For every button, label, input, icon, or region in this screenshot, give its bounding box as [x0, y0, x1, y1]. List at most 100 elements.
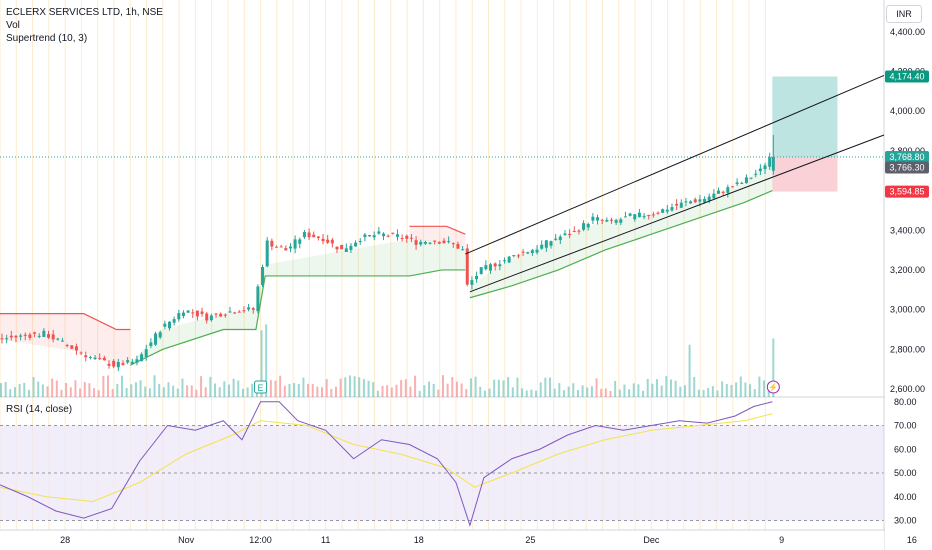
volume-bar	[693, 376, 696, 397]
volume-bar	[614, 381, 617, 397]
candle-body	[572, 230, 576, 232]
volume-bar	[507, 377, 510, 397]
supertrend-line-down	[409, 225, 466, 235]
price-tag-stop	[885, 185, 929, 198]
volume-bar	[237, 380, 240, 397]
price-tag-label: 3,594.85	[889, 187, 924, 197]
candle-body	[228, 311, 232, 313]
candle-body	[219, 313, 223, 317]
volume-bar	[246, 387, 249, 397]
volume-bar	[227, 384, 230, 397]
volume-bar	[13, 387, 16, 397]
volume-bar	[344, 377, 347, 397]
candle-body	[554, 238, 558, 240]
volume-bar	[386, 385, 389, 397]
time-tick-label: 16	[907, 535, 917, 545]
trend-channel-upper	[465, 74, 885, 255]
candle-body	[74, 346, 78, 351]
candle-body	[717, 190, 721, 194]
candle-body	[693, 199, 697, 203]
volume-bar	[656, 379, 659, 397]
candle-body	[707, 196, 711, 201]
candle-body	[665, 209, 669, 212]
candle-body	[712, 193, 716, 199]
candle-body	[530, 250, 534, 254]
candle-body	[293, 239, 297, 249]
candle-body	[247, 307, 251, 310]
volume-bar	[181, 378, 184, 397]
volume-bar	[358, 377, 361, 397]
candle-body	[675, 204, 679, 206]
candle-body	[456, 243, 460, 249]
candle-body	[5, 338, 9, 340]
volume-bar	[451, 377, 454, 397]
volume-bar	[204, 387, 207, 397]
volume-bar	[74, 380, 77, 397]
candle-body	[102, 357, 106, 361]
volume-bar	[176, 388, 179, 397]
candle-body	[535, 249, 539, 253]
candle-body	[382, 233, 386, 237]
rsi-ma-line	[0, 413, 773, 503]
candle-body	[521, 251, 525, 253]
volume-bar	[604, 388, 607, 397]
candle-body	[442, 240, 446, 244]
time-tick-label: 28	[60, 535, 70, 545]
volume-bar	[465, 388, 468, 397]
volume-bar	[9, 389, 12, 397]
price-tick-label: 2,800.00	[890, 344, 925, 354]
supertrend-label[interactable]: Supertrend (10, 3)	[6, 33, 88, 44]
rsi-tick-label: 50.00	[894, 468, 917, 478]
candle-body	[140, 354, 144, 362]
candle-body	[37, 335, 41, 337]
candle-body	[28, 334, 32, 338]
volume-bar	[288, 383, 291, 397]
volume-bar	[688, 344, 691, 397]
volume-bar	[632, 383, 635, 397]
candle-body	[214, 313, 218, 315]
volume-bar	[428, 381, 431, 397]
candle-body	[679, 202, 683, 208]
volume-bar	[749, 384, 752, 397]
candle-body	[93, 357, 97, 359]
candle-body	[758, 168, 762, 172]
price-tick-label: 4,000.00	[890, 106, 925, 116]
volume-bar	[158, 383, 161, 397]
currency-button[interactable]: INR	[886, 5, 922, 23]
volume-label[interactable]: Vol	[6, 20, 20, 31]
volume-bar	[348, 375, 351, 397]
candle-body	[447, 241, 451, 243]
candle-body	[763, 165, 767, 170]
price-tag-current	[885, 151, 929, 164]
candle-body	[465, 248, 469, 285]
volume-bar	[400, 380, 403, 397]
price-tag-target	[885, 70, 929, 83]
candle-body	[628, 213, 632, 216]
symbol-title[interactable]: ECLERX SERVICES LTD, 1h, NSE	[6, 7, 163, 18]
volume-bar	[609, 390, 612, 397]
volume-bar	[23, 382, 26, 397]
volume-bar	[116, 383, 119, 397]
candle-body	[433, 240, 437, 242]
volume-bar	[232, 378, 235, 397]
candle-body	[121, 363, 125, 365]
rsi-label[interactable]: RSI (14, close)	[6, 404, 73, 415]
volume-bar	[390, 387, 393, 397]
candle-body	[749, 177, 753, 179]
candle-body	[586, 223, 590, 228]
candle-body	[656, 212, 660, 214]
candle-body	[754, 173, 758, 175]
candle-body	[181, 312, 185, 317]
candle-body	[358, 241, 362, 243]
volume-bar	[111, 389, 114, 397]
volume-bar	[423, 385, 426, 397]
rsi-background-band	[0, 425, 884, 521]
volume-bar	[4, 382, 7, 397]
chart-legend: ECLERX SERVICES LTD, 1h, NSE Vol Supertr…	[6, 6, 163, 45]
candle-body	[135, 359, 139, 363]
volume-bar	[437, 389, 440, 397]
volume-bar	[37, 381, 40, 397]
candle-body	[475, 275, 479, 280]
volume-bar	[167, 382, 170, 397]
